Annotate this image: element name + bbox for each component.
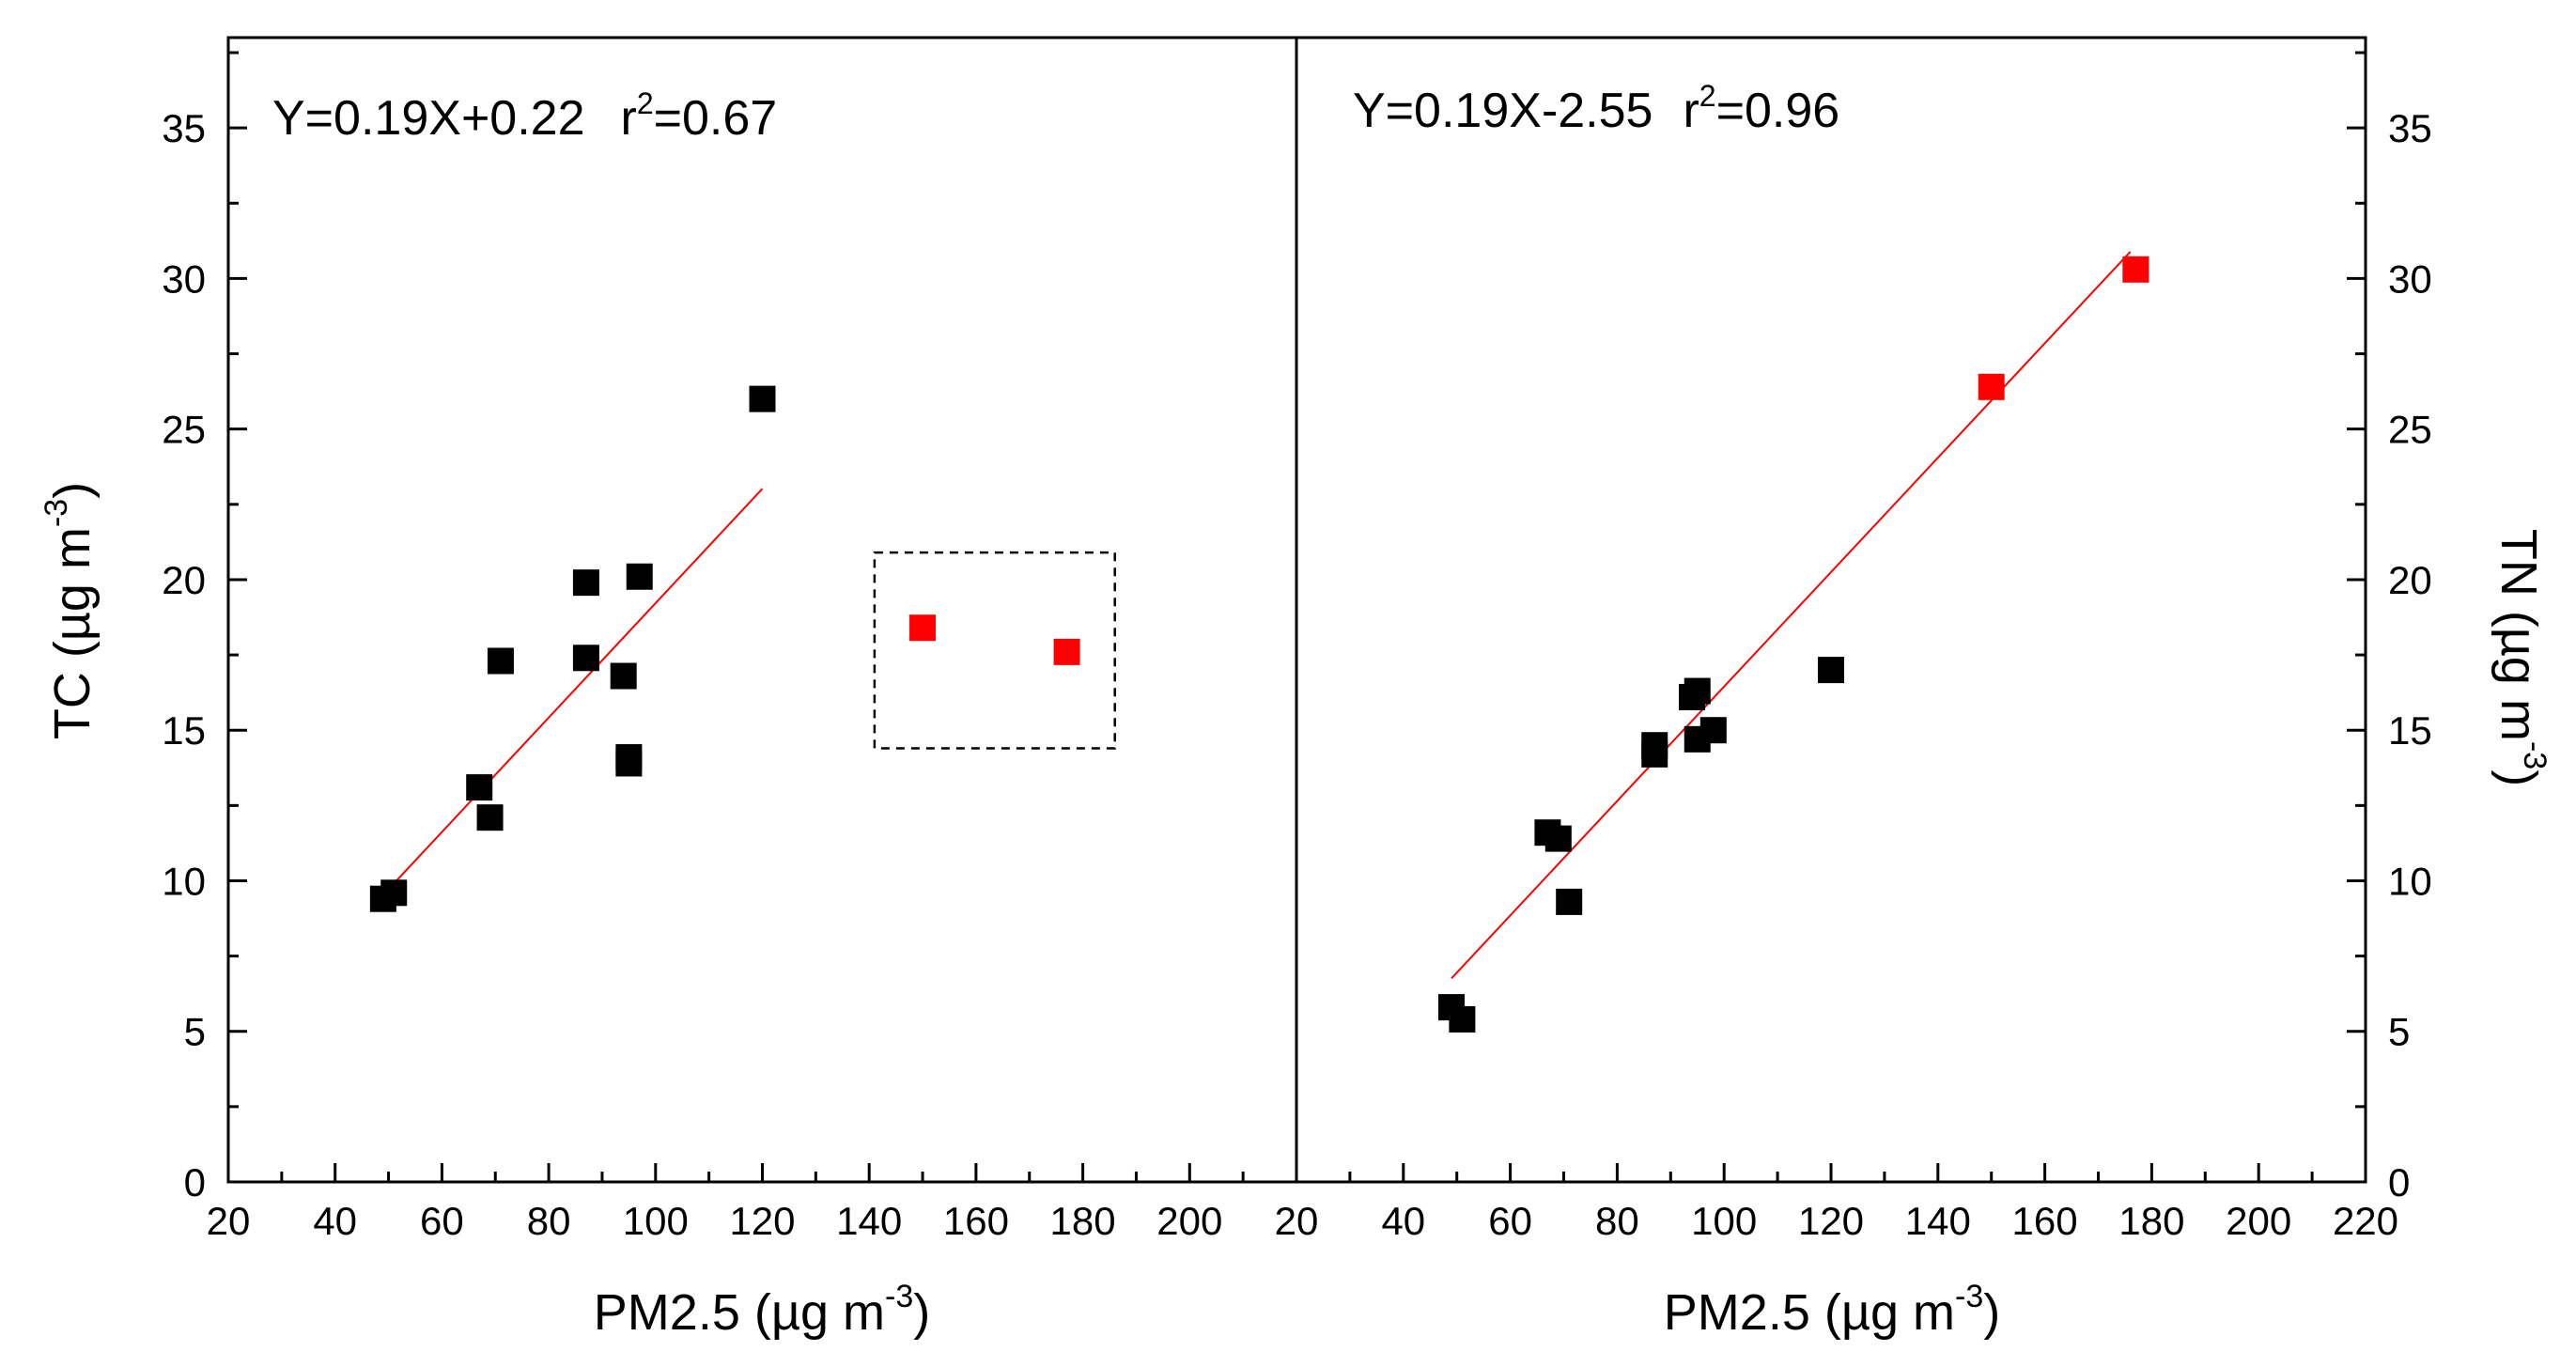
x-tick-label: 120 [729, 1199, 795, 1243]
x-axis-title-left: PM2.5 (µg m-3) [594, 1279, 930, 1341]
y-tick-label: 20 [162, 558, 206, 602]
data-point [476, 804, 504, 831]
data-point [572, 569, 599, 597]
data-point [626, 563, 653, 590]
data-point [1556, 888, 1583, 915]
x-tick-label: 180 [1050, 1199, 1116, 1243]
y-axis-title-right: TN (µg m-3) [2491, 529, 2553, 786]
y-tick-label: 10 [162, 859, 206, 903]
y-tick-label: 30 [2388, 256, 2432, 301]
data-point [610, 662, 637, 690]
x-tick-label: 220 [2333, 1199, 2398, 1243]
data-point [1818, 657, 1844, 684]
x-tick-label: 140 [1905, 1199, 1971, 1243]
data-point [1684, 677, 1711, 705]
data-point [1641, 732, 1668, 759]
highlighted-data-point [2122, 256, 2149, 283]
y-axis-title-left: TC (µg m-3) [39, 482, 101, 739]
highlighted-data-point [1978, 373, 2005, 400]
x-tick-label: 120 [1798, 1199, 1864, 1243]
y-tick-label: 0 [184, 1160, 206, 1204]
data-point [1449, 1005, 1476, 1033]
y-tick-label: 0 [2388, 1160, 2410, 1204]
x-tick-label: 40 [1381, 1199, 1425, 1243]
fit-line [387, 488, 764, 891]
x-tick-label: 160 [2012, 1199, 2078, 1243]
x-tick-label: 20 [207, 1199, 251, 1243]
x-axis-title-right: PM2.5 (µg m-3) [1664, 1279, 2000, 1341]
right-marks [1438, 251, 2149, 1033]
y-tick-label: 15 [2388, 708, 2432, 753]
x-tick-label: 20 [1275, 1199, 1319, 1243]
x-tick-label: 180 [2118, 1199, 2184, 1243]
data-point [487, 647, 514, 675]
x-tick-label: 60 [420, 1199, 464, 1243]
x-tick-label: 80 [527, 1199, 571, 1243]
x-tick-label: 160 [943, 1199, 1009, 1243]
data-point [615, 744, 643, 771]
x-tick-label: 200 [1156, 1199, 1222, 1243]
x-tick-label: 40 [313, 1199, 357, 1243]
x-tick-label: 140 [836, 1199, 902, 1243]
left-plot-frame [226, 36, 1298, 1184]
x-tick-label: 200 [2226, 1199, 2291, 1243]
y-tick-label: 35 [162, 106, 206, 150]
y-tick-label: 15 [162, 708, 206, 753]
y-tick-label: 5 [2388, 1010, 2410, 1054]
y-tick-label: 20 [2388, 558, 2432, 602]
data-point [466, 774, 493, 801]
y-tick-label: 10 [2388, 859, 2432, 903]
annotation-box [873, 551, 1116, 750]
right-equation: Y=0.19X-2.55 r2=0.96 [1353, 79, 1839, 138]
left-marks [369, 385, 1080, 912]
data-point [380, 879, 408, 907]
x-tick-label: 80 [1595, 1199, 1639, 1243]
y-tick-label: 5 [184, 1010, 206, 1054]
y-tick-label: 25 [2388, 408, 2432, 452]
y-tick-label: 35 [2388, 106, 2432, 150]
highlighted-data-point [909, 614, 937, 642]
fit-line [1451, 251, 2132, 980]
left-axes: 20 40 60 80 100 120 140 160 180 200 0 5 10 15 20 25 30 35 [162, 51, 1298, 1243]
x-tick-label: 60 [1488, 1199, 1532, 1243]
highlighted-data-point [1053, 638, 1080, 665]
x-tick-label: 100 [623, 1199, 689, 1243]
x-tick-label: 100 [1691, 1199, 1757, 1243]
data-point [1699, 717, 1727, 744]
left-equation: Y=0.19X+0.22 r2=0.67 [272, 86, 777, 146]
data-point [1544, 825, 1572, 852]
data-point [572, 645, 599, 672]
data-point [749, 385, 776, 412]
y-tick-label: 25 [162, 408, 206, 452]
y-tick-label: 30 [162, 256, 206, 301]
